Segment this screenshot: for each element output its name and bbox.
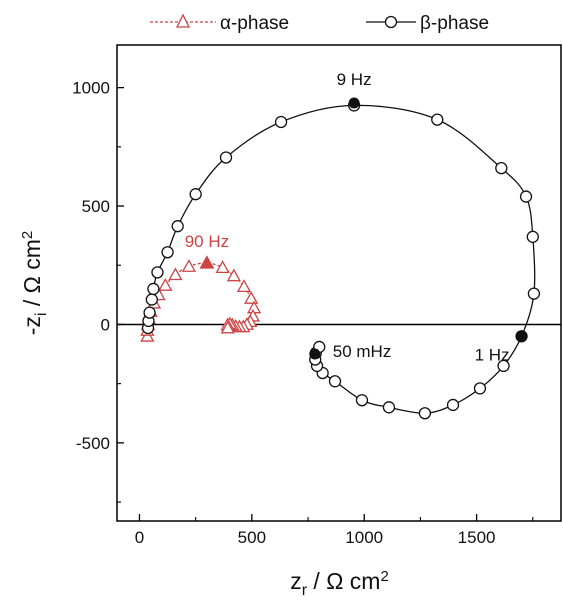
data-markers	[140, 99, 541, 420]
x-axis-title: zr / Ω cm2	[290, 568, 389, 599]
legend: α-phase β-phase	[150, 13, 489, 34]
beta-point	[431, 113, 444, 126]
beta-point	[355, 394, 369, 407]
highlight-point	[199, 255, 215, 269]
highlight-point	[516, 330, 528, 342]
alpha-point	[168, 267, 183, 281]
frequency-label: 1 Hz	[475, 345, 510, 364]
beta-point	[143, 306, 156, 319]
beta-point	[328, 375, 342, 388]
beta-point	[519, 190, 533, 203]
beta-point	[497, 359, 510, 373]
beta-point	[171, 220, 184, 233]
axis-titles: zr / Ω cm2 -zi / Ω cm2	[19, 231, 389, 599]
alpha-point	[226, 268, 241, 282]
beta-point	[382, 401, 396, 414]
beta-point	[526, 230, 539, 243]
frequency-label: 90 Hz	[185, 232, 229, 251]
beta-point	[161, 246, 174, 259]
x-tick-label: 0	[135, 528, 144, 547]
beta-point	[147, 282, 160, 296]
plot-frame	[116, 44, 562, 522]
alpha-point	[158, 278, 173, 291]
alpha-point	[220, 320, 235, 334]
beta-point	[418, 407, 432, 420]
axis-ticks: 0 500 1000 1500 -500 0 500 1000	[72, 79, 534, 547]
legend-beta-marker	[384, 15, 398, 29]
beta-point	[495, 161, 508, 175]
legend-beta-label: β-phase	[420, 13, 489, 34]
x-tick-label: 1500	[458, 528, 496, 547]
x-tick-label: 1000	[345, 528, 383, 547]
alpha-point	[236, 279, 252, 293]
alpha-point	[181, 259, 197, 272]
y-tick-label: 500	[82, 197, 110, 216]
beta-point	[473, 382, 487, 395]
y-tick-label: 0	[101, 315, 110, 334]
highlight-point	[309, 348, 321, 360]
alpha-point	[244, 291, 259, 304]
x-tick-label: 500	[238, 528, 266, 547]
beta-point	[219, 151, 233, 164]
y-tick-label: -500	[76, 434, 110, 453]
beta-point	[527, 287, 541, 300]
alpha-point	[215, 260, 230, 274]
legend-alpha-label: α-phase	[220, 13, 289, 34]
beta-point	[145, 293, 158, 306]
highlight-point	[348, 97, 360, 109]
beta-point	[189, 188, 202, 201]
beta-point	[274, 115, 288, 129]
beta-point	[446, 398, 460, 412]
legend-alpha-marker	[175, 13, 191, 28]
y-tick-label: 1000	[72, 79, 110, 98]
y-axis-title: -zi / Ω cm2	[19, 231, 50, 336]
frequency-annotations: 90 Hz 9 Hz 1 Hz 50 mHz	[185, 70, 528, 364]
frequency-label: 9 Hz	[337, 70, 372, 89]
beta-point	[151, 266, 164, 279]
frequency-label: 50 mHz	[333, 342, 392, 361]
